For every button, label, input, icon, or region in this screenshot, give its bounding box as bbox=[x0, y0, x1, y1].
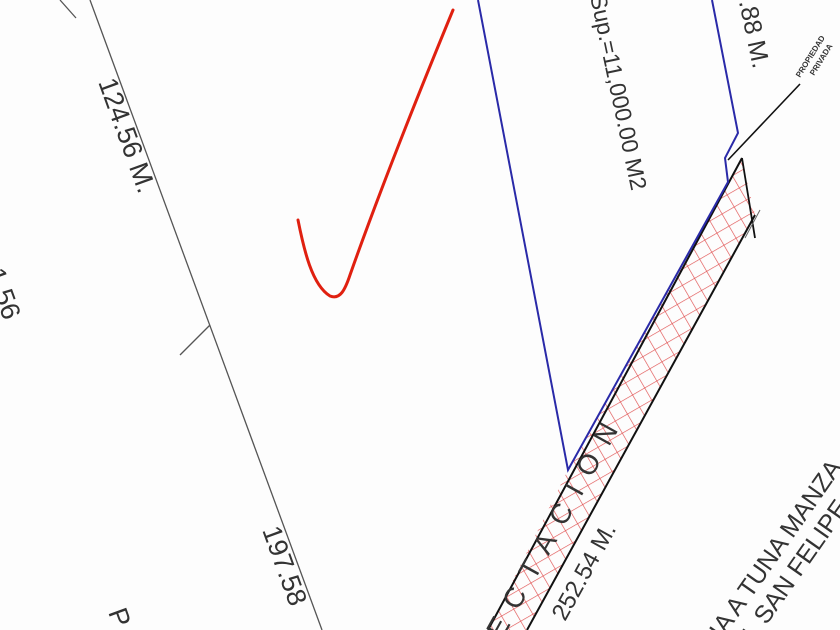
neighbor-leader-line bbox=[727, 83, 801, 161]
dimension-left-edge: 1.56 bbox=[0, 264, 27, 324]
red-checkmark bbox=[296, 8, 455, 299]
dimension-left-lower: 197.58 bbox=[256, 522, 312, 610]
area-label: Sup.=11,000.00 M2 bbox=[585, 0, 652, 192]
affectation-strip bbox=[488, 158, 755, 630]
dimension-left-upper: 124.56 M. bbox=[92, 74, 161, 197]
boundary-line-short bbox=[59, 0, 77, 19]
strip-edge-cap bbox=[741, 157, 756, 239]
strip-edge-upper bbox=[487, 157, 743, 630]
partial-left-label: P bbox=[102, 604, 136, 630]
strip-edge-lower bbox=[526, 214, 756, 630]
boundary-line-west bbox=[89, 0, 323, 630]
strip-extension bbox=[744, 209, 761, 239]
dimension-right-upper: 9.88 M. bbox=[730, 0, 775, 71]
boundary-tick bbox=[179, 324, 211, 356]
parcel-outline bbox=[477, 0, 740, 473]
